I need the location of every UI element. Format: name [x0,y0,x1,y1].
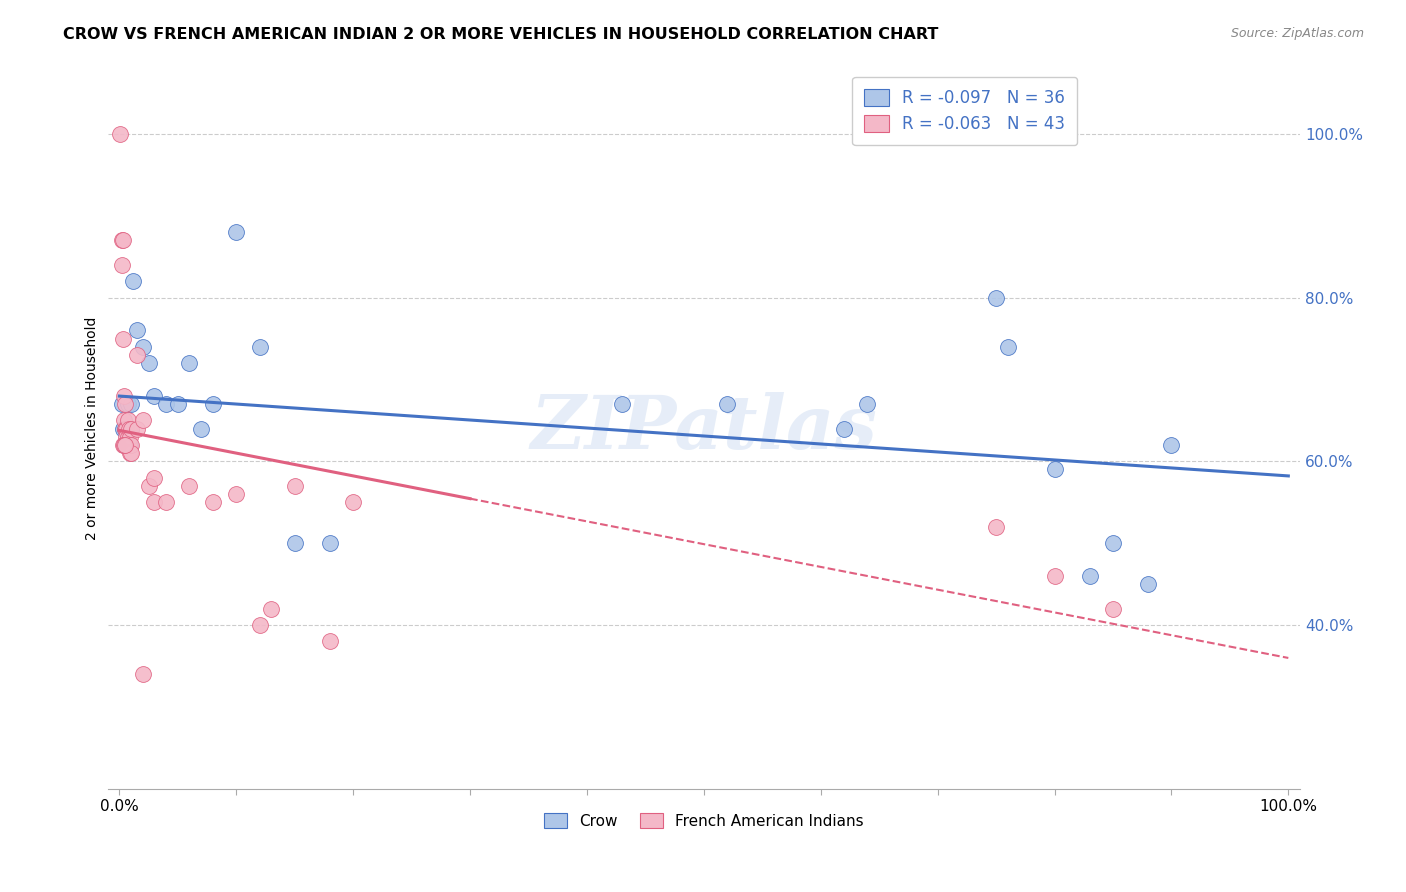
Point [111,258,134,272]
Point [225,487,247,501]
Point [118,421,141,435]
Point [114,421,136,435]
Point [111,397,134,411]
Point [114,421,136,435]
Point [342,495,364,509]
Text: ZIPatlas: ZIPatlas [530,392,877,465]
Point [716,397,738,411]
Point [131,340,153,354]
Point [120,438,142,452]
Point [201,495,224,509]
Point [1160,438,1182,452]
Point [120,421,142,435]
Point [131,413,153,427]
Point [118,430,141,444]
Point [125,348,148,362]
Point [1043,462,1066,476]
Point [1102,536,1125,550]
Point [111,332,134,346]
Point [114,438,136,452]
Point [120,397,142,411]
Point [112,438,135,452]
Point [117,438,139,452]
Point [249,340,271,354]
Point [138,356,160,370]
Point [112,438,135,452]
Point [166,397,188,411]
Point [984,291,1007,305]
Point [155,397,177,411]
Point [319,634,342,648]
Legend: Crow, French American Indians: Crow, French American Indians [537,806,870,835]
Point [112,389,135,403]
Point [117,430,139,444]
Point [112,413,135,427]
Point [1043,569,1066,583]
Point [115,421,138,435]
Text: Source: ZipAtlas.com: Source: ZipAtlas.com [1230,27,1364,40]
Point [125,421,148,435]
Point [225,225,247,239]
Point [110,127,132,141]
Point [117,397,139,411]
Point [115,421,138,435]
Point [143,495,166,509]
Point [179,356,201,370]
Point [118,438,141,452]
Point [125,323,148,337]
Point [111,421,134,435]
Point [111,438,134,452]
Point [111,233,134,247]
Point [138,479,160,493]
Point [1078,569,1101,583]
Point [143,470,166,484]
Point [131,667,153,681]
Point [143,389,166,403]
Text: CROW VS FRENCH AMERICAN INDIAN 2 OR MORE VEHICLES IN HOUSEHOLD CORRELATION CHART: CROW VS FRENCH AMERICAN INDIAN 2 OR MORE… [63,27,939,42]
Point [117,413,139,427]
Point [120,446,142,460]
Point [118,446,141,460]
Point [1102,601,1125,615]
Point [120,421,142,435]
Point [832,421,855,435]
Point [122,274,145,288]
Point [984,519,1007,533]
Point [284,479,307,493]
Point [856,397,879,411]
Point [249,618,271,632]
Point [997,340,1019,354]
Point [115,430,138,444]
Point [190,421,212,435]
Point [155,495,177,509]
Point [111,233,134,247]
Point [610,397,633,411]
Point [260,601,283,615]
Point [114,438,136,452]
Point [284,536,307,550]
Point [1137,577,1160,591]
Point [118,438,141,452]
Y-axis label: 2 or more Vehicles in Household: 2 or more Vehicles in Household [86,317,100,541]
Point [319,536,342,550]
Point [114,397,136,411]
Point [179,479,201,493]
Point [118,421,141,435]
Point [201,397,224,411]
